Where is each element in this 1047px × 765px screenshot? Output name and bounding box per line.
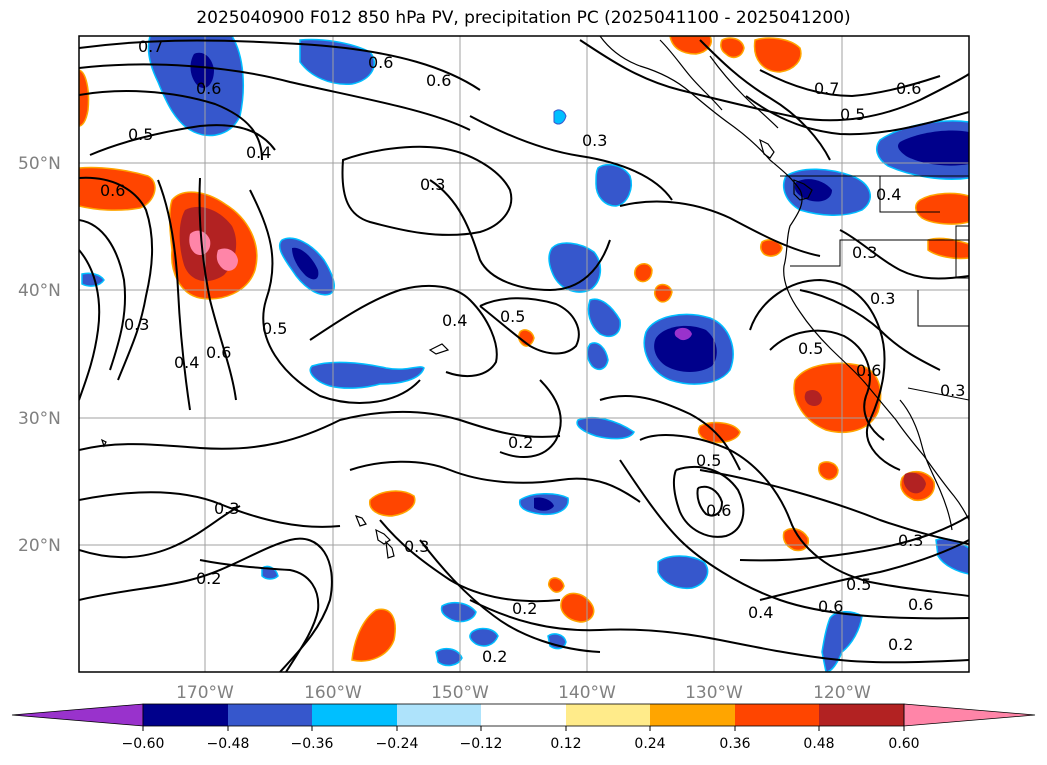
colorbar: −0.60 −0.48 −0.36 −0.24 −0.12 0.12 0.24 … (11, 703, 1036, 752)
contour-label: 0.3 (214, 499, 239, 518)
contour-label: 0.5 (696, 451, 721, 470)
lat-label: 40°N (18, 281, 61, 301)
colorbar-tick-label: 0.48 (803, 736, 834, 752)
lon-label: 140°W (558, 683, 616, 703)
contour-label: 0.2 (482, 647, 507, 666)
colorbar-bin (819, 704, 904, 726)
contour-label: 0.3 (420, 175, 445, 194)
colorbar-tick-label: −0.60 (122, 736, 165, 752)
colorbar-under-arrow (11, 703, 144, 727)
contour-label: 0.3 (404, 537, 429, 556)
colorbar-bin (397, 704, 481, 726)
contour-label: 0.6 (100, 181, 125, 200)
lat-label: 30°N (18, 409, 61, 429)
pos-blob-baja (793, 362, 882, 433)
lon-label: 150°W (431, 683, 489, 703)
contour-label: 0.6 (706, 501, 731, 520)
map-frame (78, 35, 970, 673)
colorbar-bin (312, 704, 397, 726)
contour-label: 0.4 (876, 185, 901, 204)
contour-label: 0.4 (748, 603, 773, 622)
contour-label: 0.6 (818, 597, 843, 616)
contour-label: 0.6 (196, 79, 221, 98)
colorbar-bin (481, 704, 566, 726)
colorbar-over-arrow (903, 703, 1036, 727)
colorbar-tick-label: 0.36 (719, 736, 750, 752)
contour-label: 0.3 (124, 315, 149, 334)
neg-blob-top-left (147, 36, 244, 137)
contour-label: 0.2 (888, 635, 913, 654)
map-area: 0.7 0.6 0.5 0.4 0.6 0.6 0.3 0.3 0.7 0.5 … (79, 36, 969, 672)
colorbar-tick-label: −0.24 (376, 736, 419, 752)
colorbar-tick-label: 0.12 (550, 736, 581, 752)
lat-label: 20°N (18, 536, 61, 556)
contour-label: 0.6 (856, 361, 881, 380)
contour-label: 0.7 (138, 37, 163, 56)
colorbar-tick-label: 0.24 (634, 736, 665, 752)
pv-contours (79, 39, 969, 672)
lon-label: 170°W (176, 683, 234, 703)
contour-label: 0.5 (846, 575, 871, 594)
contour-label: 0.5 (798, 339, 823, 358)
negative-anomaly-fills (81, 36, 969, 672)
colorbar-tick-label: −0.12 (460, 736, 503, 752)
colorbar-tick-label: 0.60 (888, 736, 919, 752)
lon-label: 160°W (304, 683, 362, 703)
coastline (100, 36, 969, 559)
lon-label: 120°W (813, 683, 871, 703)
borders (780, 175, 969, 401)
colorbar-frame (142, 703, 905, 727)
graticule (79, 36, 969, 672)
colorbar-bin (650, 704, 735, 726)
colorbar-bin (566, 704, 650, 726)
contour-label: 0.3 (852, 243, 877, 262)
contour-label: 0.2 (508, 433, 533, 452)
contour-label: 0.3 (940, 381, 965, 400)
contour-label: 0.4 (174, 353, 199, 372)
latitude-labels: 50°N 40°N 30°N 20°N (18, 154, 61, 556)
contour-label: 0.4 (442, 311, 467, 330)
lat-label: 50°N (18, 154, 61, 174)
chart-title: 2025040900 F012 850 hPa PV, precipitatio… (196, 8, 851, 28)
contour-label: 0.5 (500, 307, 525, 326)
contour-label: 0.3 (870, 289, 895, 308)
contour-label: 0.5 (262, 319, 287, 338)
colorbar-bin (228, 704, 312, 726)
contour-label: 0.3 (582, 131, 607, 150)
colorbar-bin (143, 704, 228, 726)
colorbar-ticks (142, 726, 905, 731)
contour-labels: 0.7 0.6 0.5 0.4 0.6 0.6 0.3 0.3 0.7 0.5 … (100, 37, 965, 666)
colorbar-tick-label: −0.48 (207, 736, 250, 752)
lon-label: 130°W (685, 683, 743, 703)
contour-label: 0.5 (128, 125, 153, 144)
contour-label: 0.2 (196, 569, 221, 588)
contour-label: 0.6 (908, 595, 933, 614)
longitude-labels: 170°W 160°W 150°W 140°W 130°W 120°W (176, 683, 871, 703)
contour-label: 0.2 (512, 599, 537, 618)
contour-label: 0.6 (896, 79, 921, 98)
contour-label: 0.6 (368, 53, 393, 72)
contour-label: 0.7 (814, 79, 839, 98)
contour-label: 0.6 (426, 71, 451, 90)
contour-label: 0.3 (898, 531, 923, 550)
contour-label: 0.4 (246, 143, 271, 162)
colorbar-tick-label: −0.36 (291, 736, 334, 752)
contour-label: 0.5 (840, 105, 865, 124)
contour-label: 0.6 (206, 343, 231, 362)
colorbar-bin (735, 704, 819, 726)
positive-anomaly-fills (79, 36, 969, 662)
